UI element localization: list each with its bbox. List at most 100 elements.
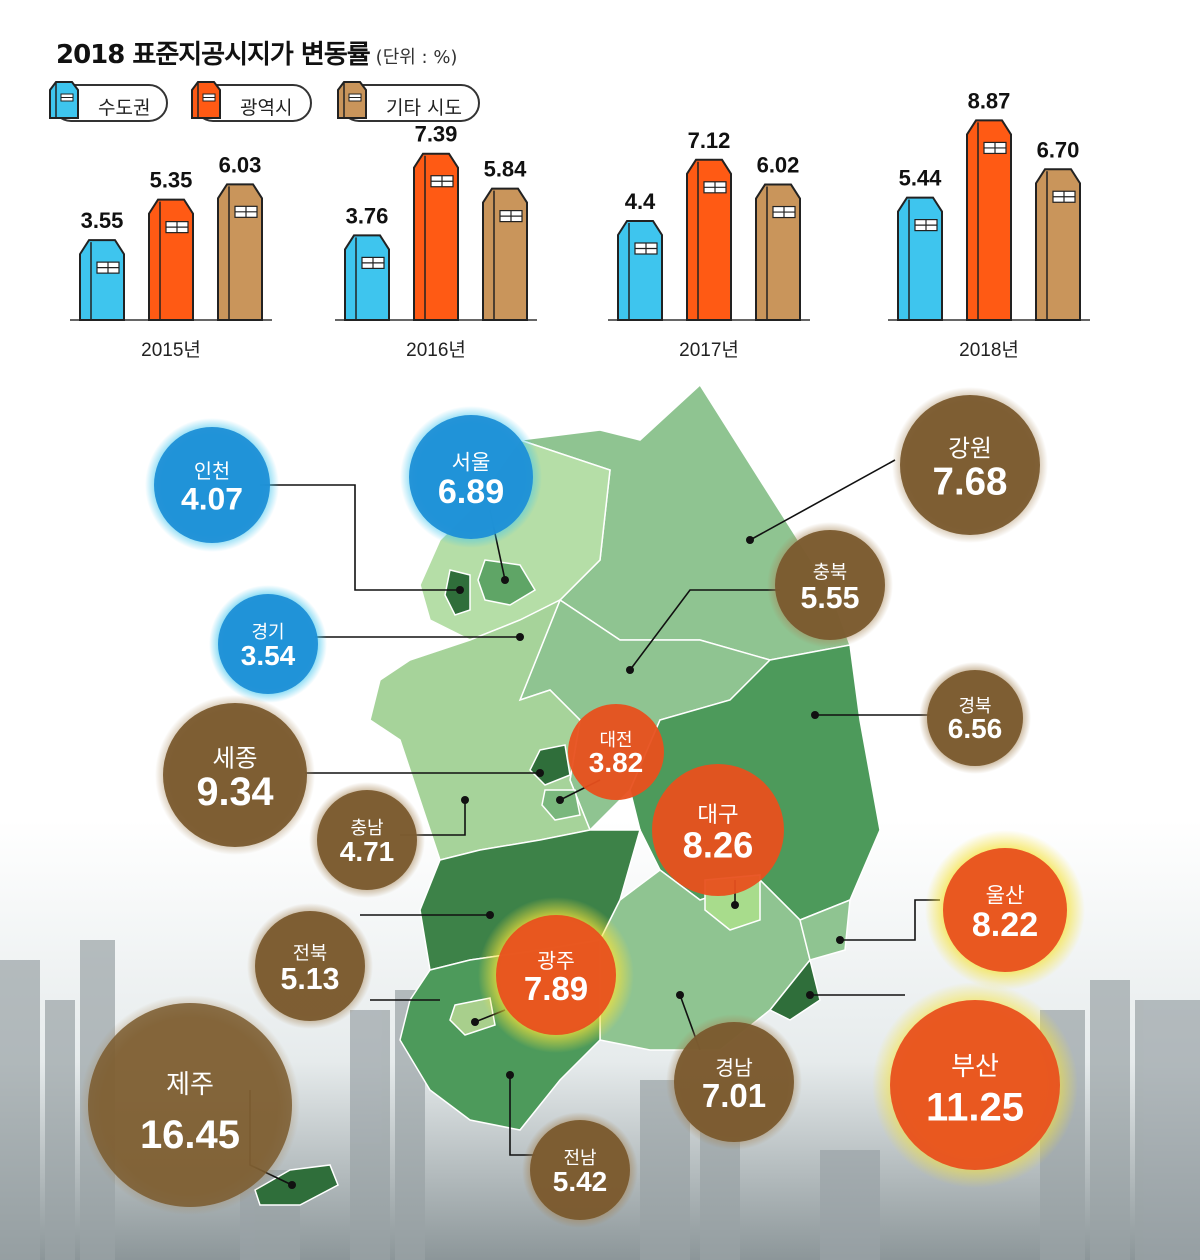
bar-value-label: 6.02 [757, 153, 800, 178]
bar-other [482, 187, 528, 321]
region-value-label: 9.34 [196, 770, 273, 814]
region-value-label: 7.68 [933, 460, 1008, 503]
bubble-metro: 울산8.22 [925, 830, 1085, 990]
house-icon [49, 81, 79, 119]
region-value-label: 7.89 [524, 970, 588, 1007]
bubble-metro: 부산 11.25 [872, 982, 1078, 1188]
region-value-label: 5.55 [801, 582, 860, 615]
x-tick-label: 2016년 [406, 339, 466, 360]
region-value-label: 4.07 [181, 480, 243, 516]
legend-label: 광역시 [240, 97, 293, 119]
region-name-label: 부산 [951, 1051, 999, 1081]
bubble-capital: 경기3.54 [209, 585, 327, 703]
bar-value-label: 3.55 [81, 208, 124, 233]
region-value-label: 5.13 [281, 963, 340, 996]
bar-chart: 2015년 3.55 5.35 6.03 2016년 3.76 7.39 5.84 2017년 4… [70, 88, 1090, 360]
region-value-label: 6.89 [438, 473, 504, 511]
house-icon [337, 81, 367, 119]
bar-value-label: 6.03 [219, 152, 262, 177]
region-name-label: 광주 [537, 950, 575, 973]
bar-value-label: 5.35 [150, 168, 193, 193]
bar-capital [79, 239, 125, 321]
bar-value-label: 5.84 [484, 157, 528, 182]
region-name-label: 인천 [194, 461, 230, 483]
bar-value-label: 4.4 [625, 189, 656, 214]
bubble-other: 충남4.71 [309, 782, 425, 898]
x-tick-label: 2018년 [959, 339, 1019, 360]
leader-dots [288, 536, 844, 1189]
bubble-other: 충북5.55 [767, 522, 893, 648]
region-name-label: 울산 [986, 884, 1025, 908]
bar-capital [617, 220, 663, 321]
bubble-capital: 서울6.89 [400, 406, 542, 548]
region-value-label: 11.25 [926, 1086, 1024, 1130]
region-name-label: 서울 [452, 451, 491, 475]
bubble-capital: 인천4.07 [145, 418, 279, 552]
bar-metro [966, 119, 1012, 321]
bar-capital [344, 234, 390, 321]
legend-item-other: 기타 시도 [337, 81, 480, 122]
bar-value-label: 7.12 [688, 128, 731, 153]
bar-value-label: 6.70 [1037, 137, 1080, 162]
bar-capital [897, 196, 943, 321]
region-value-label: 7.01 [702, 1077, 766, 1114]
region-name-label: 강원 [948, 436, 992, 463]
legend-label: 수도권 [98, 97, 151, 119]
region-value-label: 4.71 [340, 836, 395, 867]
region-name-label: 충북 [813, 561, 847, 582]
leader-lines [249, 459, 940, 1186]
bubble-other: 세종9.34 [155, 695, 315, 855]
region-value-label: 3.54 [241, 640, 296, 671]
bubble-other: 제주 16.45 [80, 995, 300, 1215]
region-name-label: 대전 [599, 730, 632, 750]
region-name-label: 경북 [958, 696, 991, 716]
region-name-label: 세종 [212, 744, 257, 772]
region-jeju [254, 1164, 339, 1206]
region-name-label: 경기 [251, 622, 284, 642]
x-tick-label: 2015년 [141, 339, 201, 360]
region-value-label: 8.26 [683, 825, 754, 866]
region-name-label: 전남 [563, 1148, 596, 1168]
chart-title: 2018 표준지공시지가 변동률 (단위 : %) [56, 34, 457, 71]
bubble-metro: 대구8.26 [652, 764, 784, 896]
bubble-other: 경북6.56 [919, 662, 1031, 774]
bubble-other: 경남7.01 [666, 1014, 802, 1150]
region-name-label: 제주 [166, 1069, 214, 1099]
title-text: 2018 표준지공시지가 변동률 [56, 40, 371, 70]
region-value-label: 3.82 [589, 747, 644, 778]
bubble-other: 강원7.68 [892, 387, 1048, 543]
region-chungnam [369, 598, 592, 861]
bubble-metro: 광주7.89 [478, 897, 634, 1053]
region-value-label: 16.45 [140, 1113, 240, 1157]
region-value-label: 5.42 [553, 1166, 608, 1197]
unit-label: (단위 : %) [375, 47, 458, 68]
region-name-label: 경남 [715, 1057, 753, 1080]
legend-label: 기타 시도 [386, 97, 462, 119]
region-value-label: 6.56 [948, 713, 1003, 744]
legend-item-capital: 수도권 [49, 81, 168, 122]
bar-value-label: 7.39 [415, 122, 458, 147]
bar-other [217, 183, 263, 321]
region-name-label: 대구 [697, 802, 738, 827]
bubble-metro: 대전3.82 [568, 704, 664, 800]
region-bubbles: 서울6.89인천4.07경기3.54강원7.68충북5.55세종9.34대전3.… [80, 387, 1085, 1228]
bar-metro [686, 158, 732, 321]
bar-value-label: 5.44 [899, 166, 943, 191]
bar-value-label: 8.87 [968, 88, 1011, 113]
region-busan [768, 958, 821, 1021]
bubble-other: 전북5.13 [247, 903, 373, 1029]
region-daejeon [541, 789, 581, 821]
bar-value-label: 3.76 [346, 203, 389, 228]
bubble-other: 전남5.42 [522, 1112, 638, 1228]
region-map: 서울6.89인천4.07경기3.54강원7.68충북5.55세종9.34대전3.… [0, 383, 1200, 1260]
x-tick-label: 2017년 [679, 339, 739, 360]
house-icon [191, 81, 221, 119]
bar-metro [148, 198, 194, 321]
region-name-label: 충남 [350, 818, 383, 838]
bar-other [1035, 168, 1081, 321]
region-value-label: 8.22 [972, 906, 1038, 944]
region-ulsan [799, 898, 851, 961]
legend-item-metro: 광역시 [191, 81, 312, 122]
bar-other [755, 183, 801, 321]
bar-metro [413, 152, 459, 321]
